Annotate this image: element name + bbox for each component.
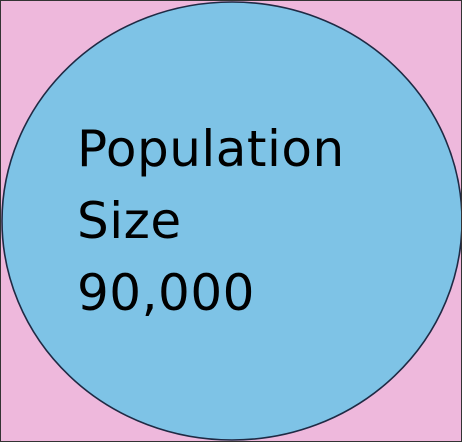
label-line-size: Size — [77, 192, 182, 250]
label-line-population: Population — [77, 120, 345, 178]
label-line-value: 90,000 — [77, 264, 255, 322]
population-label: Population Size 90,000 — [77, 113, 345, 329]
